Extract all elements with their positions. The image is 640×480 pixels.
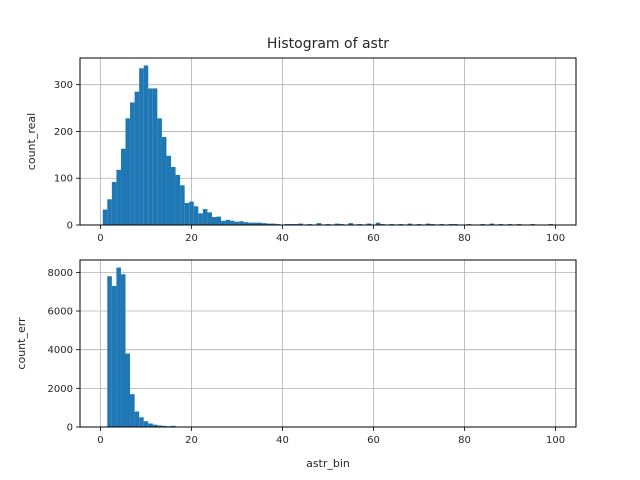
chart-title: Histogram of astr [267, 36, 389, 52]
count-real-histogram-bar [148, 88, 153, 226]
count-real-histogram-bar [157, 118, 162, 225]
count-real-histogram-bar [407, 223, 413, 225]
count-err-histogram-bar [116, 267, 121, 427]
count-err-x-tick-label: 20 [185, 435, 198, 446]
count-real-ticks: 0 20 40 60 80 100 0 100 200 300 [54, 80, 565, 244]
count-err-histogram-bar [161, 425, 167, 427]
count-real-histogram-bar [239, 221, 244, 225]
count-real-histogram-bar [189, 201, 194, 225]
count-real-histogram-bar [366, 223, 372, 225]
count-real-x-tick-label: 40 [276, 233, 289, 244]
count-real-y-tick-label: 100 [54, 174, 73, 185]
count-real-histogram-bar [102, 209, 108, 225]
count-real-histogram-bar [216, 216, 222, 225]
count-real-histogram-bar [316, 223, 322, 225]
count-real-y-tick-label: 200 [54, 127, 73, 138]
count-err-histogram-bar [143, 421, 149, 427]
count-real-panel: 0 20 40 60 80 100 0 100 200 300 Histogram of astr… [25, 36, 577, 244]
x-axis-label: astr_bin [306, 457, 350, 470]
count-err-y-tick-label: 0 [67, 423, 73, 434]
count-real-histogram-bar [211, 217, 217, 225]
count-err-x-tick-label: 80 [458, 435, 471, 446]
count-real-histogram-bar [184, 203, 190, 225]
count-err-histogram-bar [134, 411, 140, 427]
count-err-y-tick-label: 4000 [48, 345, 73, 356]
count-real-histogram-bar [225, 219, 231, 225]
count-real-histogram-bar [489, 223, 495, 225]
count-real-x-tick-label: 0 [97, 233, 103, 244]
count-err-histogram-bar [107, 276, 112, 427]
count-real-y-tick-label: 300 [54, 80, 73, 91]
count-err-histogram-bar [120, 274, 126, 427]
count-real-histogram-bar [248, 222, 253, 225]
count-err-histogram-bar [111, 285, 117, 427]
count-real-x-tick-label: 60 [367, 233, 380, 244]
count-err-y-axis-label: count_err [15, 317, 28, 370]
count-real-histogram-bar [171, 166, 176, 225]
count-err-x-tick-label: 60 [367, 435, 380, 446]
count-err-histogram-bar [152, 424, 158, 427]
count-real-histogram-bar [175, 174, 181, 225]
count-real-histogram-bar [143, 65, 149, 226]
count-real-plot-frame [79, 57, 577, 226]
count-real-histogram-bar [180, 185, 185, 225]
count-real-histogram-bar [257, 222, 263, 225]
count-err-y-tick-label: 8000 [48, 268, 73, 279]
count-err-y-tick-label: 6000 [48, 307, 73, 318]
count-err-histogram-bar [130, 394, 135, 427]
count-real-histogram-bar [252, 222, 258, 225]
count-real-y-axis-label: count_real [25, 113, 38, 170]
count-real-histogram-bar [134, 91, 140, 226]
count-real-histogram-bar [107, 199, 112, 225]
count-err-x-tick-label: 100 [546, 435, 565, 446]
count-real-histogram-bar [139, 68, 144, 225]
count-real-histogram-bar [111, 181, 117, 225]
count-err-histogram-bar [157, 425, 162, 427]
count-err-histogram-bar [148, 423, 153, 427]
count-real-histogram-bar [425, 223, 431, 225]
count-err-plot-frame [79, 259, 577, 428]
count-err-histogram-bar [171, 425, 176, 427]
count-real-histogram-bar [230, 220, 235, 225]
count-real-x-tick-label: 20 [185, 233, 198, 244]
count-err-x-tick-label: 0 [97, 435, 103, 446]
count-real-histogram-bar [334, 223, 340, 225]
count-real-histogram-bar [130, 102, 135, 225]
count-real-histogram-bar [120, 148, 126, 225]
count-err-y-tick-label: 2000 [48, 384, 73, 395]
count-real-histogram-bar [152, 88, 158, 226]
count-real-histogram-bar [271, 223, 276, 225]
count-real-histogram-bar [202, 209, 208, 225]
count-real-histogram-bar [161, 137, 167, 225]
count-real-histogram-bar [243, 222, 249, 225]
count-real-histogram-bar [125, 118, 131, 225]
count-err-x-tick-label: 40 [276, 435, 289, 446]
count-real-histogram-bar [262, 223, 267, 225]
count-real-histogram-bar [166, 155, 172, 225]
count-real-histogram-bar [348, 223, 354, 225]
count-real-histogram-bar [193, 206, 199, 225]
count-err-histogram-bar [139, 417, 144, 427]
count-err-histogram-bar [125, 353, 131, 427]
count-real-x-tick-label: 100 [546, 233, 565, 244]
count-err-ticks: 0 20 40 60 80 100 0 2000 4000 6000 8000 [48, 268, 566, 446]
count-real-histogram-bar [298, 223, 303, 225]
count-real-histogram-bar [221, 220, 226, 225]
count-real-histogram-bar [234, 221, 240, 225]
count-err-panel: 0 20 40 60 80 100 0 2000 4000 6000 8000 astr_bin c… [15, 259, 577, 470]
count-real-y-tick-label: 0 [67, 221, 73, 232]
count-real-histogram-bar [198, 213, 203, 225]
count-real-histogram-bar [266, 223, 272, 225]
count-real-x-tick-label: 80 [458, 233, 471, 244]
count-real-histogram-bar [116, 169, 121, 225]
count-err-bars [107, 267, 194, 427]
count-real-histogram-bar [375, 222, 381, 225]
count-real-histogram-bar [207, 212, 212, 225]
